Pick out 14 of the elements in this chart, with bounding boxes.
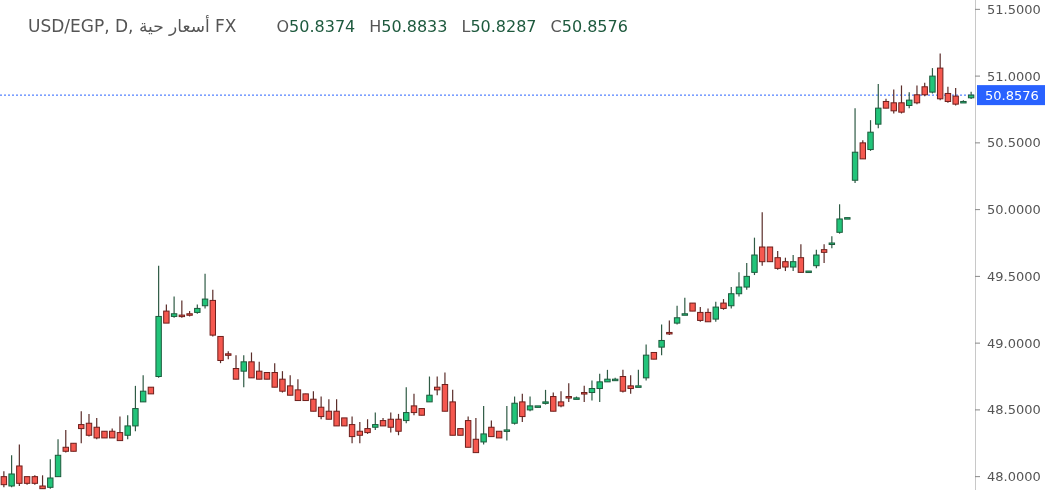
y-tick-label: 50.0000	[987, 202, 1041, 218]
annotation: L50.8287	[461, 17, 537, 36]
y-tick-label: 51.0000	[987, 68, 1041, 84]
y-tick-label: 48.0000	[987, 469, 1041, 485]
ref-line-label: 50.8576	[985, 87, 1039, 103]
text: USD/EGP, D, أسعار حية FX	[28, 15, 237, 36]
y-tick-label: 49.0000	[987, 335, 1041, 351]
annotation: O50.8374	[276, 17, 356, 36]
y-tick-label: 49.5000	[987, 268, 1041, 284]
annotation: C50.8576	[550, 17, 628, 36]
y-tick-label: 51.5000	[987, 1, 1041, 17]
y-tick-label: 50.5000	[987, 135, 1041, 151]
annotation: H50.8833	[369, 17, 448, 36]
y-tick-label: 48.5000	[987, 402, 1041, 418]
